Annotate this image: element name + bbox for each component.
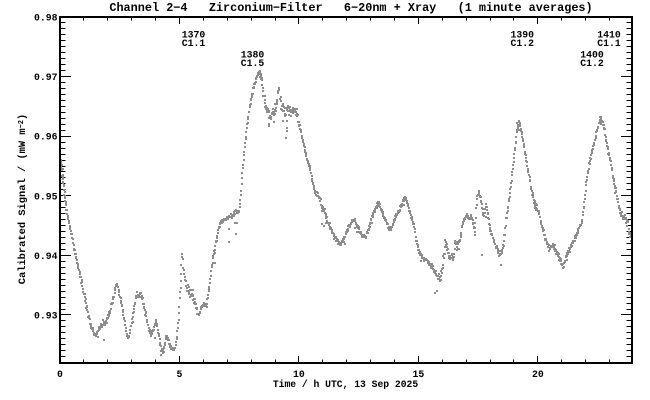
svg-text:1410: 1410 [597,30,621,41]
svg-text:1400: 1400 [580,50,604,61]
svg-text:0.94: 0.94 [34,251,58,262]
svg-text:Time / h UTC, 13 Sep 2025: Time / h UTC, 13 Sep 2025 [273,379,419,390]
svg-text:0.98: 0.98 [34,13,58,24]
svg-text:15: 15 [413,369,425,380]
svg-text:0.93: 0.93 [34,311,58,322]
svg-text:C1.5: C1.5 [241,58,265,69]
svg-text:0: 0 [57,369,63,380]
svg-text:C1.2: C1.2 [580,58,604,69]
svg-text:C1.2: C1.2 [511,38,535,49]
svg-text:Channel 2−4 Zirconium−Filter: Channel 2−4 Zirconium−Filter 6−20nm + Xr… [109,1,592,15]
svg-text:0.97: 0.97 [34,72,58,83]
svg-text:0.96: 0.96 [34,132,58,143]
svg-text:0.95: 0.95 [34,191,58,202]
svg-text:1380: 1380 [241,50,265,61]
svg-text:C1.1: C1.1 [597,38,621,49]
svg-text:1390: 1390 [511,30,535,41]
svg-text:C1.1: C1.1 [182,38,206,49]
svg-text:5: 5 [177,369,183,380]
svg-text:Calibrated Signal / (mW m−2): Calibrated Signal / (mW m−2) [17,114,29,285]
svg-text:20: 20 [532,369,544,380]
svg-text:1370: 1370 [182,30,206,41]
svg-text:10: 10 [293,369,305,380]
